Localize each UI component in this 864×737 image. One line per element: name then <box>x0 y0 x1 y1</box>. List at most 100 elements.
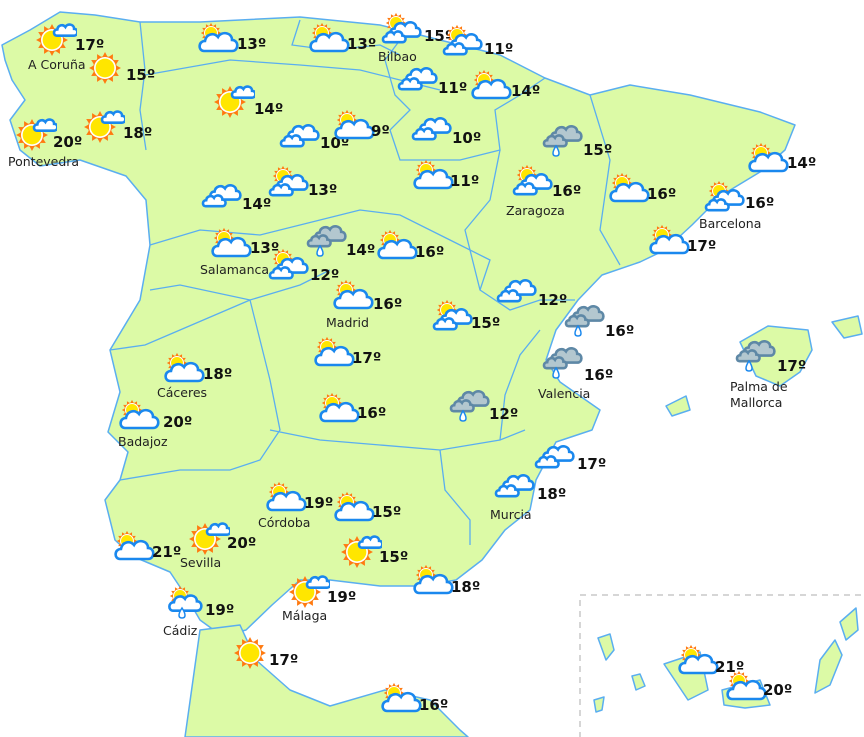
city-label: Salamanca <box>200 262 270 277</box>
cloud-icon <box>334 118 375 140</box>
cloud-icon <box>726 679 767 701</box>
temperature-label: 14º <box>242 195 272 213</box>
cloud-icon <box>333 288 374 310</box>
raindrop-icon <box>552 144 560 157</box>
temperature-label: 14º <box>787 154 817 172</box>
partly-cloudy-icon <box>208 225 252 261</box>
temperature-label: 20º <box>163 413 193 431</box>
cloud-icon <box>230 85 257 99</box>
city-label: Madrid <box>326 315 369 330</box>
sun-cloud-icon <box>211 82 257 118</box>
clouds-icon <box>533 440 577 476</box>
cloud-icon <box>100 110 127 124</box>
temperature-label: 17º <box>577 455 607 473</box>
sun-clouds-icon <box>511 164 555 200</box>
partly-cloudy-icon <box>468 67 512 103</box>
rain-icon <box>448 387 492 423</box>
temperature-label: 16º <box>605 322 635 340</box>
cloud-icon <box>397 77 423 91</box>
canary-island <box>597 633 615 661</box>
canary-inset-frame <box>579 594 864 737</box>
cloud-icon <box>52 23 79 37</box>
raindrop-icon <box>552 366 560 379</box>
cloud-icon <box>432 317 458 331</box>
city-label: Málaga <box>282 608 328 623</box>
canary-island <box>814 639 843 694</box>
sun-cloud-icon <box>81 107 127 143</box>
rain-icon <box>541 122 585 158</box>
city-label: Córdoba <box>258 515 311 530</box>
temperature-label: 21º <box>715 658 745 676</box>
sun-icon <box>234 637 266 669</box>
peninsula-land <box>1 11 796 637</box>
partly-cloudy-icon <box>111 528 155 564</box>
city-label: Barcelona <box>699 216 762 231</box>
partly-cloudy-icon <box>646 222 690 258</box>
city-label: Bilbao <box>378 49 417 64</box>
cloud-icon <box>609 181 650 203</box>
cloud-icon <box>449 399 475 413</box>
temperature-label: 13º <box>237 35 267 53</box>
city-label: Murcia <box>490 507 532 522</box>
city-label: Palma de Mallorca <box>730 379 788 410</box>
cloud-icon <box>319 401 360 423</box>
temperature-label: 15º <box>126 66 156 84</box>
sun-icon <box>436 299 458 321</box>
rain-icon <box>541 344 585 380</box>
ibiza-land <box>665 395 691 417</box>
temperature-label: 16º <box>357 404 387 422</box>
sun-clouds-icon <box>441 24 485 60</box>
cloud-icon <box>309 31 350 53</box>
cloud-icon <box>471 78 512 100</box>
cloud-icon <box>211 236 252 258</box>
temperature-label: 15º <box>372 503 402 521</box>
sun-cloud-icon <box>286 572 332 608</box>
temperature-label: 16º <box>647 185 677 203</box>
temperature-label: 12º <box>310 266 340 284</box>
cloud-icon <box>198 31 239 53</box>
cloud-icon <box>649 233 690 255</box>
temperature-label: 21º <box>152 543 182 561</box>
sun-icon <box>214 86 246 118</box>
cloud-icon <box>334 500 375 522</box>
mallorca-land <box>739 325 813 387</box>
cloud-icon <box>377 238 418 260</box>
cloud-icon <box>357 535 384 549</box>
sun-cloud-icon <box>13 115 59 151</box>
cloud-icon <box>735 349 761 363</box>
clouds-icon <box>278 119 322 155</box>
temperature-label: 17º <box>75 36 105 54</box>
temperature-label: 11º <box>484 40 514 58</box>
partly-cloudy-icon <box>675 642 719 678</box>
clouds-icon <box>495 274 539 310</box>
cloud-icon <box>279 134 305 148</box>
cloud-icon <box>201 194 227 208</box>
temperature-label: 17º <box>777 357 807 375</box>
partly-cloudy-icon <box>378 680 422 716</box>
cloud-icon <box>442 42 468 56</box>
temperature-label: 17º <box>352 349 382 367</box>
temperature-label: 15º <box>583 141 613 159</box>
cloud-icon <box>413 168 454 190</box>
partly-cloudy-icon <box>161 350 205 386</box>
temperature-label: 16º <box>373 295 403 313</box>
temperature-label: 11º <box>438 79 468 97</box>
city-label: Badajoz <box>118 434 168 449</box>
temperature-label: 15º <box>471 314 501 332</box>
cloud-icon <box>268 266 294 280</box>
clouds-icon <box>200 179 244 215</box>
cloud-icon <box>534 455 560 469</box>
sun-cloud-drizzle-icon <box>164 584 208 620</box>
temperature-label: 14º <box>346 241 376 259</box>
cloud-icon <box>381 691 422 713</box>
temperature-label: 19º <box>205 601 235 619</box>
cloud-icon <box>496 289 522 303</box>
cloud-icon <box>168 594 203 612</box>
city-label: A Coruña <box>28 57 86 72</box>
clouds-icon <box>493 469 537 505</box>
temperature-label: 13º <box>250 239 280 257</box>
cloud-icon <box>704 198 730 212</box>
raindrop-icon <box>574 324 582 337</box>
temperature-label: 18º <box>203 365 233 383</box>
city-label: Sevilla <box>180 555 222 570</box>
